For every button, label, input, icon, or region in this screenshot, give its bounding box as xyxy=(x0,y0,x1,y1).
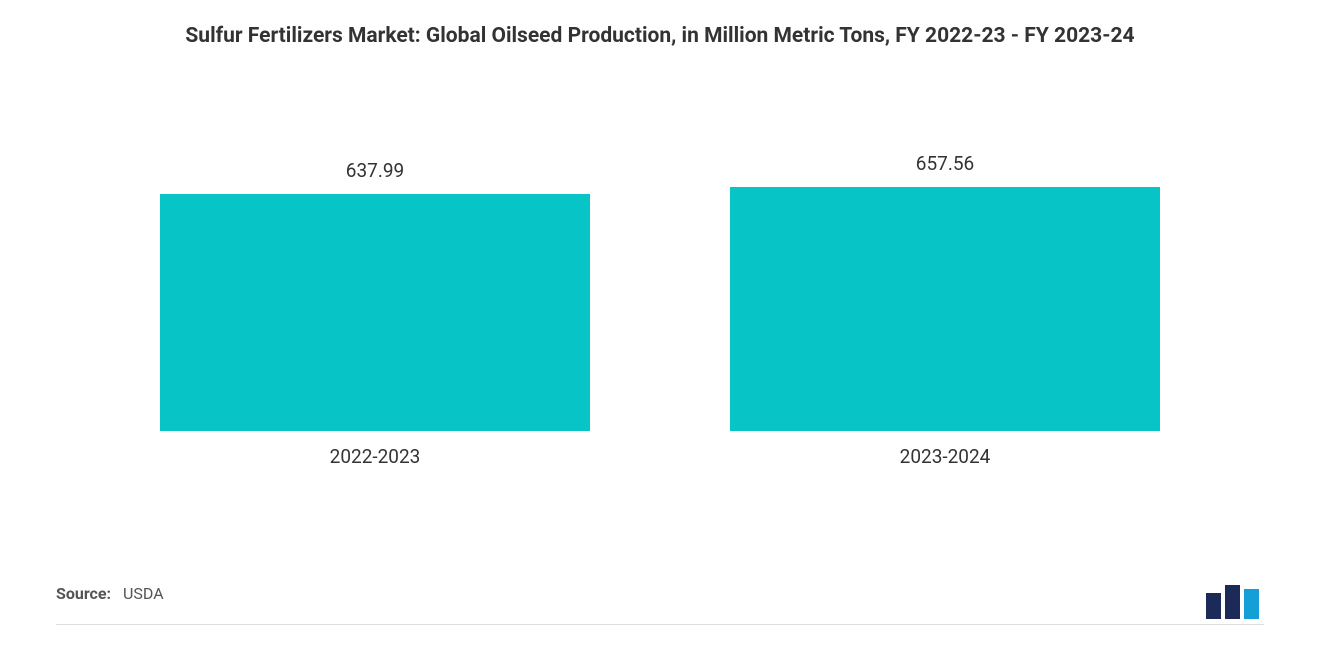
source-label: Source: xyxy=(56,584,111,603)
category-label: 2022-2023 xyxy=(160,445,590,468)
bar-value-label: 657.56 xyxy=(916,152,974,175)
chart-title: Sulfur Fertilizers Market: Global Oilsee… xyxy=(0,0,1320,51)
brand-logo-icon xyxy=(1206,585,1264,619)
bar-value-label: 637.99 xyxy=(346,159,404,182)
source-text: USDA xyxy=(123,584,164,603)
category-label: 2023-2024 xyxy=(730,445,1160,468)
bar-group: 637.992022-2023 xyxy=(160,159,590,431)
source-line: Source: USDA xyxy=(56,584,164,603)
logo-bar xyxy=(1225,585,1240,619)
chart-plot-area: 637.992022-2023 657.562023-2024 xyxy=(110,111,1210,431)
bar-group: 657.562023-2024 xyxy=(730,152,1160,431)
logo-bar xyxy=(1206,593,1221,619)
bar xyxy=(730,187,1160,431)
bar xyxy=(160,194,590,431)
logo-bar xyxy=(1244,589,1259,619)
footer-divider xyxy=(56,624,1264,625)
